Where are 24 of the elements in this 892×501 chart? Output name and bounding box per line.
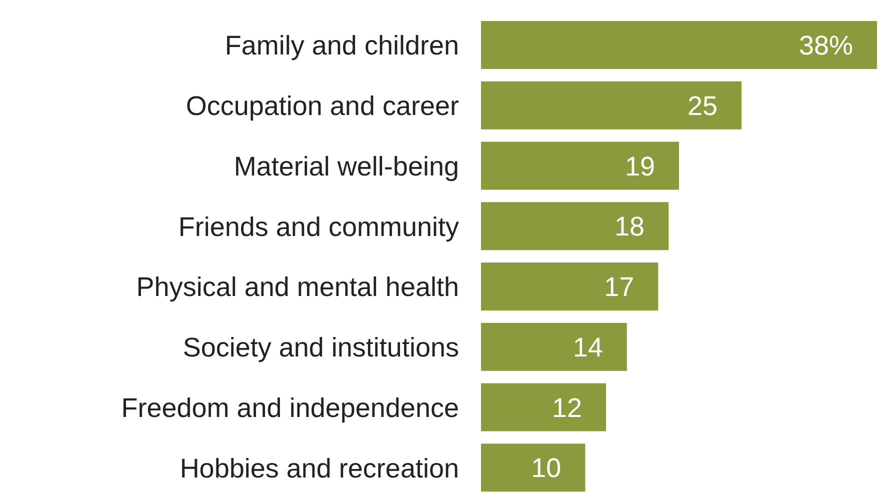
data-label: 38%: [798, 30, 853, 61]
bar: [481, 383, 606, 432]
y-tick-label: Occupation and career: [186, 91, 459, 122]
bar: [481, 444, 586, 492]
y-tick-label: Freedom and independence: [121, 392, 459, 423]
bar: [481, 142, 679, 190]
y-tick-label: Physical and mental health: [136, 272, 459, 302]
bar: [481, 202, 669, 250]
data-label: 25: [687, 90, 718, 121]
y-tick-label: Material well-being: [234, 151, 459, 182]
y-tick-label: Society and institutions: [182, 332, 459, 363]
data-label: 17: [604, 272, 634, 302]
bar: [481, 322, 627, 371]
data-label: 12: [552, 392, 582, 423]
bar: [481, 262, 658, 310]
y-tick-label: Family and children: [224, 30, 459, 61]
data-label: 10: [531, 453, 562, 484]
data-label: 19: [624, 151, 655, 182]
y-tick-label: Friends and community: [178, 212, 460, 242]
bar: [481, 21, 877, 69]
y-tick-label: Hobbies and recreation: [180, 453, 459, 484]
data-label: 18: [614, 212, 645, 242]
bar: [481, 81, 742, 130]
data-label: 14: [572, 332, 603, 362]
